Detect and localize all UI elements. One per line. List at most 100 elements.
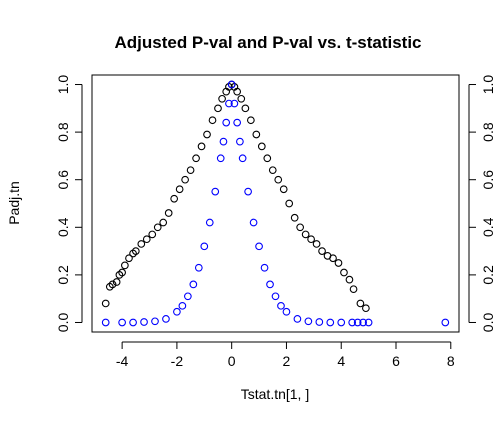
- data-point: [236, 137, 244, 146]
- data-point: [216, 154, 225, 163]
- y-tick-label: 0.2: [55, 265, 71, 285]
- data-point: [140, 318, 148, 326]
- data-point: [249, 218, 258, 227]
- y-tick-label: 0.4: [55, 217, 71, 237]
- data-point: [348, 318, 357, 327]
- data-point: [184, 292, 192, 301]
- data-point: [326, 318, 335, 327]
- y-tick-label: 0.6: [55, 170, 71, 190]
- data-point: [282, 307, 291, 316]
- data-point: [194, 263, 203, 272]
- data-point: [197, 142, 206, 151]
- x-tick-label: 6: [392, 353, 400, 369]
- data-point: [293, 315, 302, 323]
- data-point: [315, 318, 324, 326]
- x-tick-label: 0: [228, 353, 236, 369]
- data-point: [205, 218, 214, 227]
- right-y-tick-label: 0.0: [480, 313, 496, 333]
- data-point: [233, 87, 242, 96]
- series-pval: [101, 80, 450, 327]
- data-point: [329, 254, 337, 263]
- data-point: [129, 318, 137, 327]
- data-point: [279, 185, 288, 194]
- data-point: [118, 318, 126, 327]
- data-point: [170, 194, 179, 203]
- data-point: [441, 318, 450, 327]
- right-y-tick-label: 0.4: [480, 217, 496, 237]
- x-tick-label: -4: [116, 353, 129, 369]
- right-y-tick-label: 0.8: [480, 122, 496, 142]
- data-point: [304, 317, 313, 326]
- data-point: [356, 299, 365, 308]
- data-point: [230, 99, 239, 108]
- data-point: [121, 261, 129, 270]
- data-point: [178, 301, 187, 310]
- data-point: [237, 94, 246, 103]
- data-point: [277, 301, 285, 310]
- x-tick-label: 8: [447, 353, 455, 369]
- data-point: [153, 223, 162, 232]
- data-point: [142, 235, 151, 244]
- data-point: [337, 318, 346, 327]
- data-point: [125, 254, 133, 263]
- data-point: [101, 299, 110, 308]
- chart-title: Adjusted P-val and P-val vs. t-statistic: [114, 33, 421, 52]
- data-point: [274, 175, 283, 184]
- x-axis-label: Tstat.tn[1, ]: [241, 386, 309, 402]
- data-point: [222, 118, 231, 127]
- data-point: [268, 166, 277, 175]
- data-point: [285, 199, 294, 208]
- data-point: [334, 259, 343, 267]
- x-tick-label: 4: [337, 353, 345, 369]
- data-point: [189, 280, 198, 289]
- data-point: [164, 209, 173, 217]
- data-point: [244, 187, 252, 196]
- y-axis-label: Padj.tn: [6, 181, 22, 225]
- data-point: [296, 223, 304, 232]
- data-point: [263, 154, 272, 163]
- data-point: [208, 116, 217, 125]
- data-point: [359, 318, 367, 327]
- data-point: [301, 230, 310, 239]
- data-point: [118, 268, 126, 277]
- data-point: [162, 315, 170, 323]
- data-point: [349, 285, 358, 294]
- y-tick-label: 1.0: [55, 75, 71, 95]
- data-point: [108, 280, 117, 289]
- data-point: [101, 318, 110, 327]
- data-point: [131, 247, 140, 255]
- data-point: [203, 130, 211, 139]
- data-point: [290, 213, 299, 222]
- data-point: [257, 142, 266, 151]
- data-point: [175, 185, 184, 194]
- data-point: [211, 187, 220, 196]
- data-point: [266, 280, 274, 289]
- data-point: [247, 116, 255, 125]
- data-point: [362, 304, 370, 313]
- data-point: [238, 154, 247, 163]
- right-y-tick-label: 1.0: [480, 75, 496, 95]
- data-point: [218, 94, 226, 103]
- right-y-tick-label: 0.6: [480, 170, 496, 190]
- y-axis-left: 0.0 0.2 0.4 0.6 0.8 1.0: [55, 75, 83, 333]
- data-point: [353, 318, 362, 327]
- data-point: [241, 104, 250, 113]
- data-point: [148, 230, 157, 239]
- data-point: [192, 154, 200, 163]
- data-point: [159, 218, 168, 227]
- data-point: [225, 99, 233, 108]
- data-point: [137, 240, 146, 248]
- plot-frame: [91, 74, 460, 333]
- series-adjusted-pval: [101, 80, 370, 313]
- data-point: [214, 104, 222, 113]
- data-point: [260, 263, 269, 272]
- data-point: [112, 278, 121, 286]
- data-point: [364, 318, 373, 327]
- right-y-tick-label: 0.2: [480, 265, 496, 285]
- data-points: [101, 80, 450, 327]
- x-tick-label: 2: [283, 353, 291, 369]
- data-point: [307, 235, 315, 244]
- y-tick-label: 0.0: [55, 313, 71, 333]
- data-point: [252, 130, 261, 139]
